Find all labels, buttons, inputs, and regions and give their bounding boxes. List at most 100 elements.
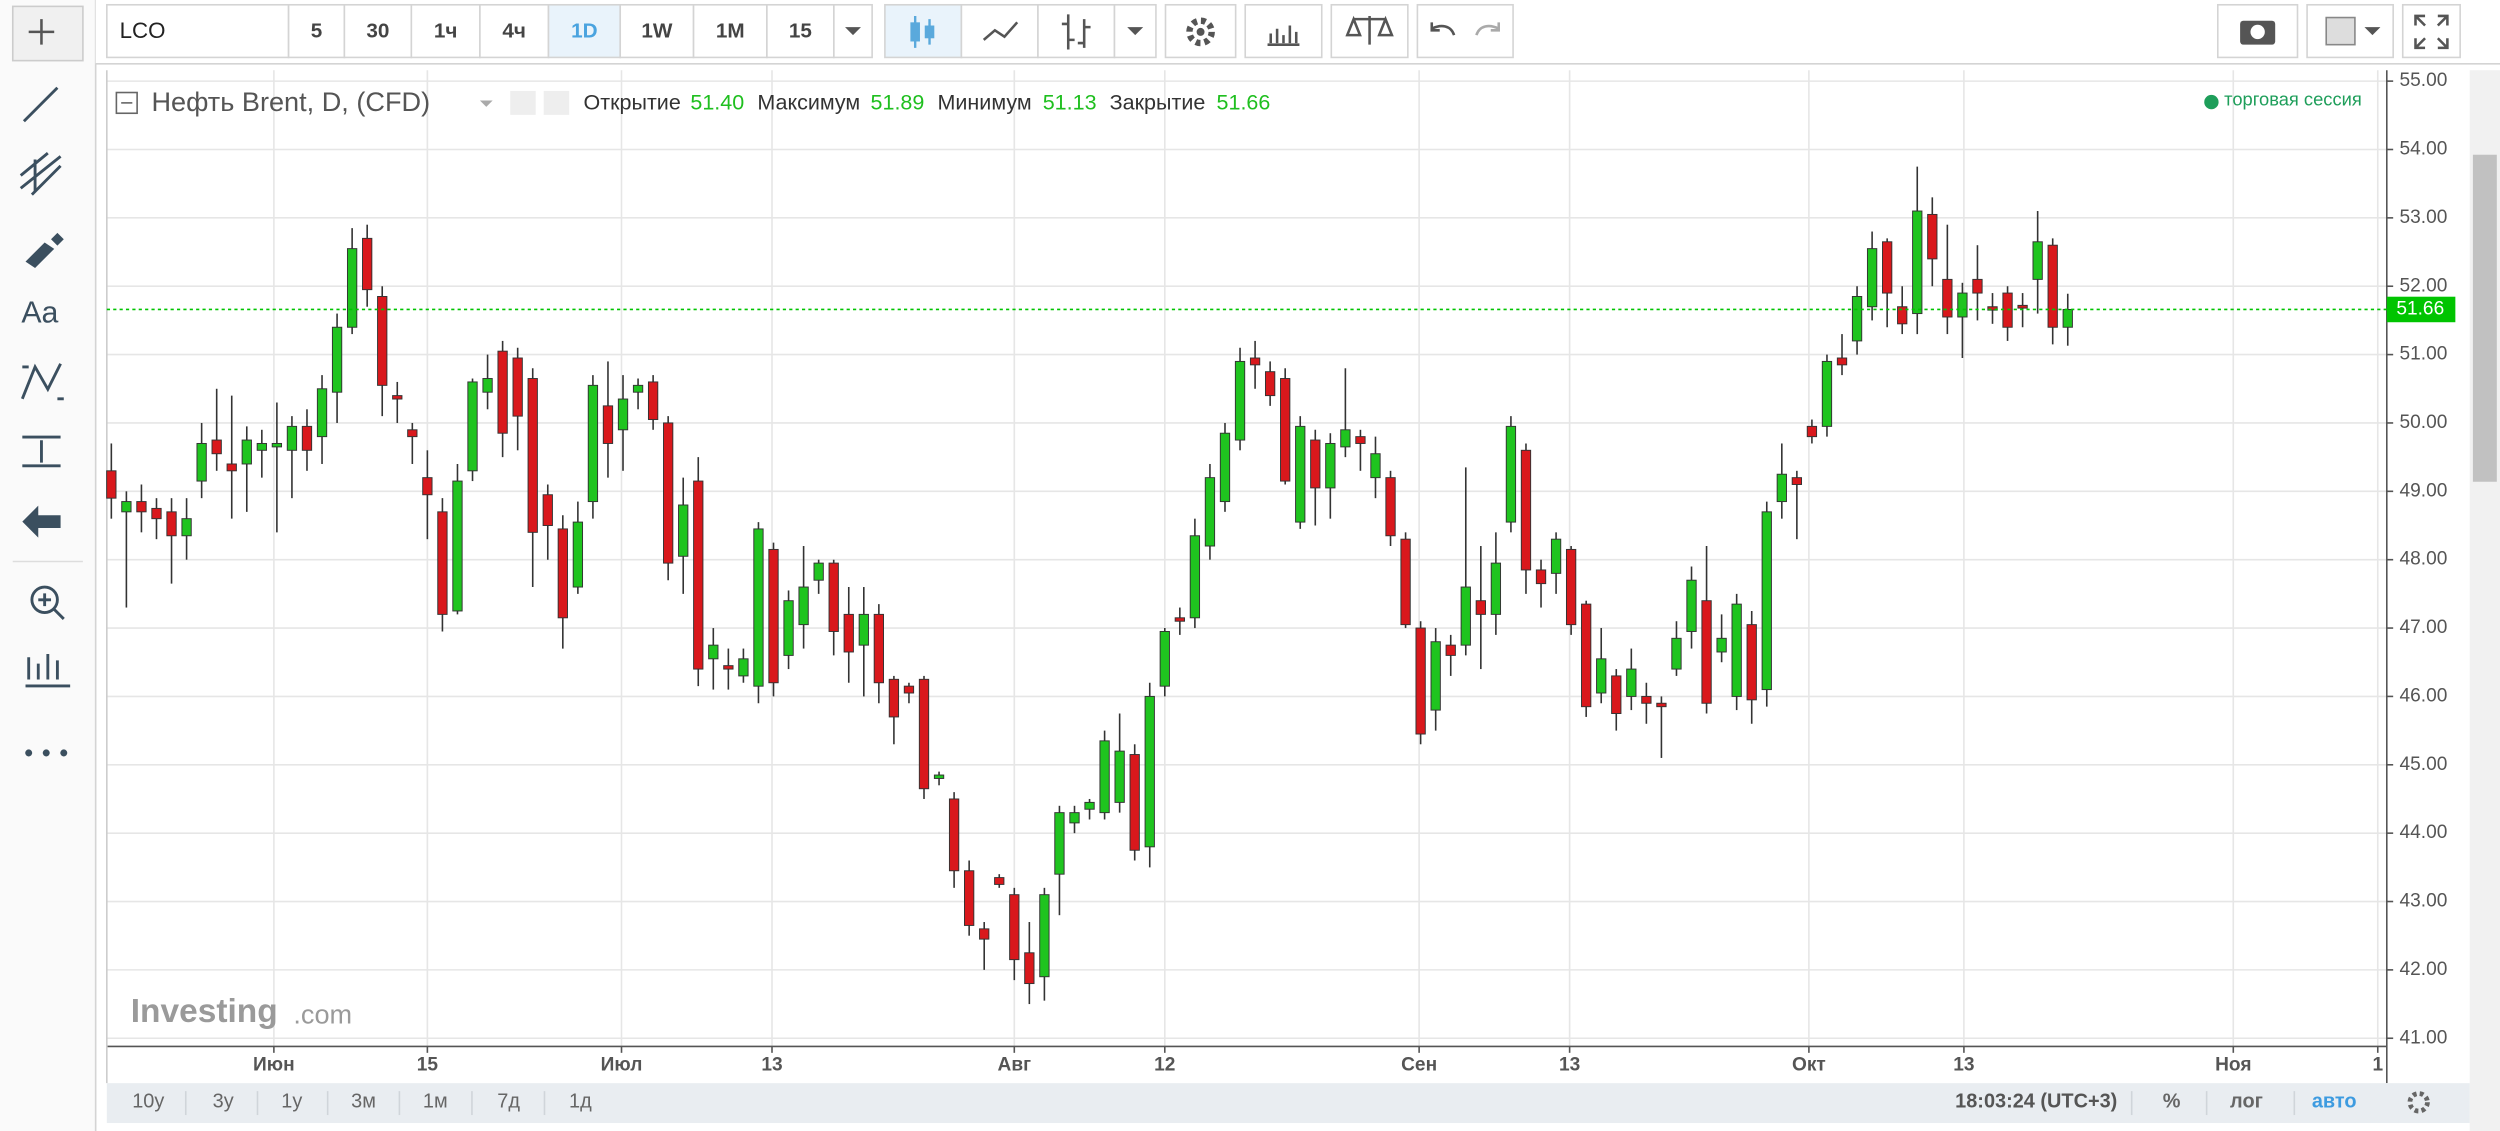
candle-body	[452, 480, 463, 612]
interval-label[interactable]: 5	[311, 19, 323, 42]
caret	[2364, 27, 2381, 36]
scale-option[interactable]: %	[2163, 1091, 2181, 1113]
symbol[interactable]: LCO	[120, 18, 166, 43]
range-button[interactable]: 1y	[281, 1091, 302, 1113]
bottom-settings[interactable]	[2407, 1091, 2430, 1114]
interval-button[interactable]	[619, 3, 695, 59]
candle-body	[933, 774, 945, 779]
candle-body	[1340, 429, 1351, 448]
candle-body	[271, 442, 283, 448]
interval-button[interactable]	[766, 3, 835, 59]
range-button[interactable]: 3м	[351, 1091, 376, 1113]
scale-option[interactable]: авто	[2312, 1091, 2357, 1113]
candle-body	[1656, 702, 1667, 708]
back-tool[interactable]	[22, 505, 61, 538]
range-button[interactable]: 7д	[497, 1091, 520, 1113]
interval-label[interactable]: 1D	[571, 19, 598, 42]
candle-body	[166, 511, 177, 537]
x-tick-label: 13	[1559, 1055, 1580, 1076]
candles-icon	[910, 22, 920, 42]
candle-body	[1505, 425, 1517, 523]
more-dot[interactable]	[42, 749, 50, 757]
brush-tool[interactable]	[25, 232, 64, 268]
candle-body	[1219, 432, 1231, 503]
candle-body	[708, 644, 719, 660]
indicators-button[interactable]	[1244, 3, 1323, 59]
candle-body	[903, 685, 915, 694]
candle-body	[1866, 248, 1878, 308]
pattern-tool[interactable]	[20, 363, 64, 401]
candle-body	[828, 562, 839, 632]
session-label: торговая сессия	[2224, 88, 2362, 109]
candle-body	[331, 326, 343, 393]
candle-body	[301, 425, 313, 451]
settings-button[interactable]	[1164, 3, 1237, 59]
field-value: 51.66	[1217, 90, 1271, 114]
interval-label[interactable]: 1W	[641, 19, 673, 42]
candle-body	[1821, 360, 1833, 427]
candle-body	[1942, 278, 1953, 318]
left-tools: Aa	[11, 5, 84, 757]
fullscreen-button[interactable]	[2401, 3, 2461, 59]
interval-button[interactable]	[692, 3, 768, 59]
interval-button[interactable]	[343, 3, 413, 59]
candle-body	[362, 237, 373, 291]
ruler-tool[interactable]	[25, 654, 71, 688]
more-dot[interactable]	[25, 749, 33, 757]
y-tick-label: 51.00	[2400, 344, 2448, 365]
candle-body	[1972, 278, 1983, 294]
intervals: 5 30 1ч 4ч 1D 1W 1M 15	[287, 3, 835, 59]
scroll-thumb[interactable]	[2472, 154, 2497, 482]
line-tool[interactable]	[22, 86, 59, 123]
symbol-box[interactable]	[106, 3, 290, 59]
candle-body	[1159, 630, 1170, 687]
more-dot[interactable]	[60, 749, 68, 757]
candle-body	[1264, 371, 1276, 397]
crosshair-tool[interactable]	[11, 5, 84, 62]
candle-body	[723, 665, 734, 670]
y-tick-label: 45.00	[2400, 754, 2448, 775]
candle-body	[813, 562, 824, 581]
candle-body	[527, 378, 538, 533]
candle-body	[1912, 210, 1923, 315]
last-price-box	[2386, 296, 2456, 323]
candle-body	[1144, 695, 1155, 848]
bars-button[interactable]	[1037, 3, 1116, 59]
candle-body	[1355, 436, 1366, 444]
interval-label[interactable]: 30	[366, 19, 389, 42]
interval-label[interactable]: 1M	[716, 19, 745, 42]
interval-button[interactable]	[479, 3, 550, 59]
color-button[interactable]	[2306, 3, 2394, 59]
interval-label[interactable]: 15	[789, 19, 812, 42]
candle-body	[858, 613, 869, 646]
range-button[interactable]: 1м	[423, 1091, 448, 1113]
text-tool[interactable]: Aa	[21, 296, 58, 329]
candle-body	[482, 378, 493, 393]
candle-body	[678, 504, 689, 557]
range-button[interactable]: 3y	[213, 1091, 234, 1113]
visibility-icon[interactable]	[510, 90, 536, 115]
y-tick-label: 49.00	[2400, 480, 2448, 501]
legend-title[interactable]: Нефть Brent, D, (CFD)	[151, 86, 430, 117]
interval-button[interactable]	[547, 3, 622, 59]
candles-button[interactable]	[884, 3, 963, 59]
measure-tool[interactable]	[22, 435, 61, 468]
zoom-tool[interactable]	[30, 585, 59, 614]
interval-label[interactable]: 4ч	[502, 19, 526, 42]
left-panel	[0, 0, 96, 1131]
fork-tool[interactable]	[19, 152, 62, 196]
candle-body	[1069, 812, 1080, 824]
crosshair-icon	[28, 19, 55, 45]
line-button[interactable]	[960, 3, 1039, 59]
x-tick-label: Ноя	[2215, 1055, 2251, 1076]
scale-option[interactable]: лог	[2230, 1091, 2263, 1113]
candle-body	[1731, 603, 1742, 697]
candle-body	[753, 528, 764, 687]
range-button[interactable]: 10y	[132, 1091, 164, 1113]
y-tick-label: 54.00	[2400, 139, 2448, 160]
interval-button[interactable]	[287, 3, 346, 59]
settings-icon[interactable]	[543, 90, 570, 115]
range-button[interactable]: 1д	[569, 1091, 592, 1113]
candle-body	[1957, 292, 1968, 318]
interval-label[interactable]: 1ч	[434, 19, 458, 42]
